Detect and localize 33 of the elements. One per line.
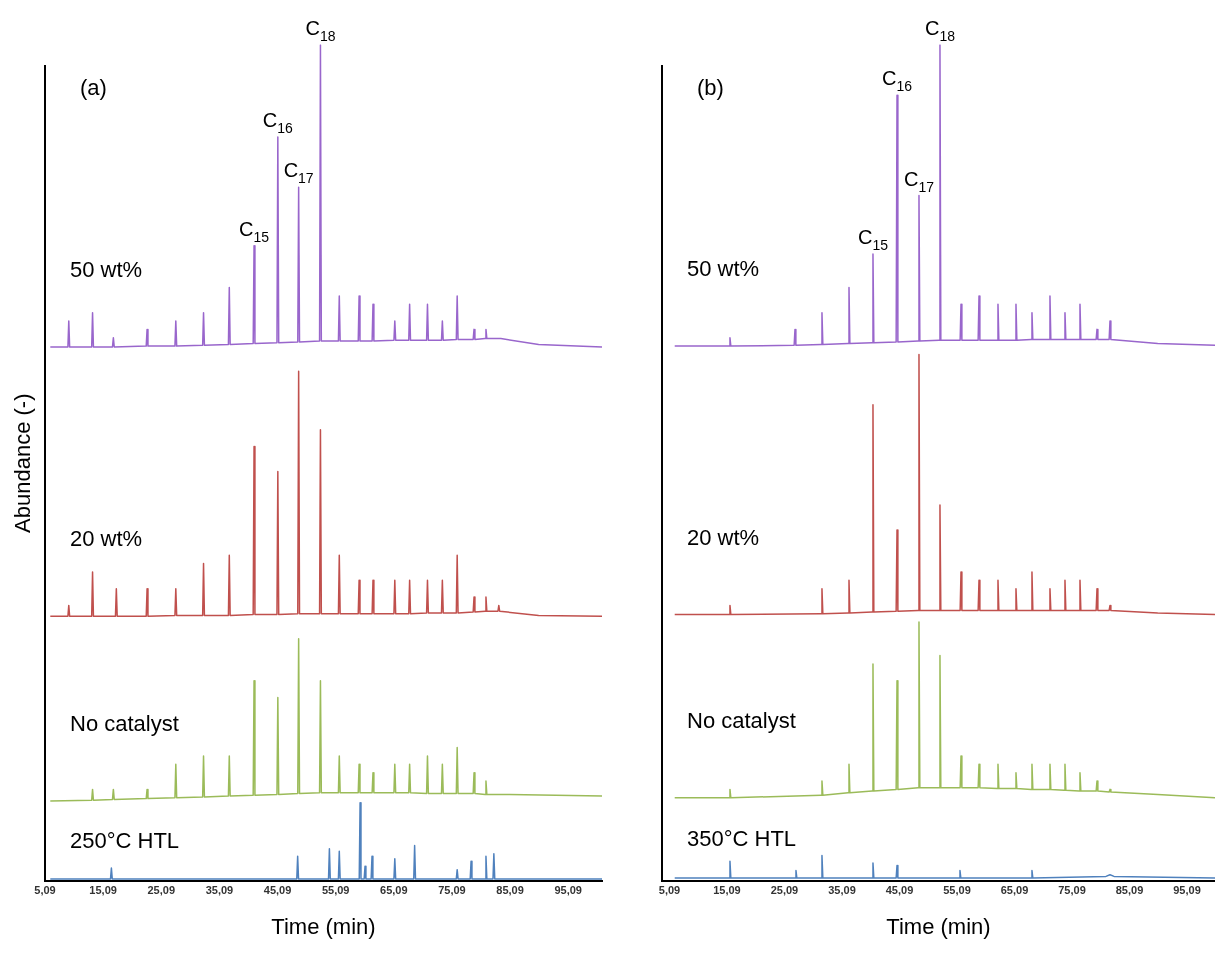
x-tick-label: 75,09 xyxy=(438,884,466,897)
x-tick-label: 65,09 xyxy=(380,884,408,897)
x-tick-label: 85,09 xyxy=(496,884,524,897)
series-label: No catalyst xyxy=(70,711,179,737)
x-tick-label: 15,09 xyxy=(89,884,117,897)
x-tick-label: 75,09 xyxy=(1058,884,1086,897)
y-axis-title: Abundance (-) xyxy=(10,393,35,533)
x-tick-label: 65,09 xyxy=(1000,884,1029,897)
series-label: 350°C HTL xyxy=(687,825,797,851)
series-label: 20 wt% xyxy=(70,526,143,552)
x-tick-label: 85,09 xyxy=(1115,884,1144,897)
x-tick-label: 35,09 xyxy=(205,884,234,897)
series-label: 50 wt% xyxy=(70,256,143,282)
x-tick-label: 5,09 xyxy=(34,884,56,897)
x-axis-title: Time (min) xyxy=(271,913,376,939)
x-tick-label: 45,09 xyxy=(885,884,914,897)
x-tick-label: 55,09 xyxy=(943,884,971,897)
text: 20 wt% xyxy=(687,524,760,550)
text: (a) xyxy=(80,75,107,100)
x-tick-label: 45,09 xyxy=(263,884,292,897)
x-tick-label: 5,09 xyxy=(658,884,681,897)
x-tick-label: 55,09 xyxy=(321,884,350,897)
x-tick-label: 25,09 xyxy=(147,884,176,897)
x-tick-label: 95,09 xyxy=(554,884,582,897)
x-tick-label: 95,09 xyxy=(1173,884,1201,897)
text: 50 wt% xyxy=(687,256,760,282)
x-tick-label: 25,09 xyxy=(770,884,799,897)
x-axis-title: Time (min) xyxy=(886,913,991,939)
series-label: 250°C HTL xyxy=(70,828,180,853)
text: No catalyst xyxy=(687,707,796,733)
text: (b) xyxy=(697,75,724,100)
x-tick-label: 35,09 xyxy=(828,884,856,897)
x-tick-label: 15,09 xyxy=(713,884,741,897)
